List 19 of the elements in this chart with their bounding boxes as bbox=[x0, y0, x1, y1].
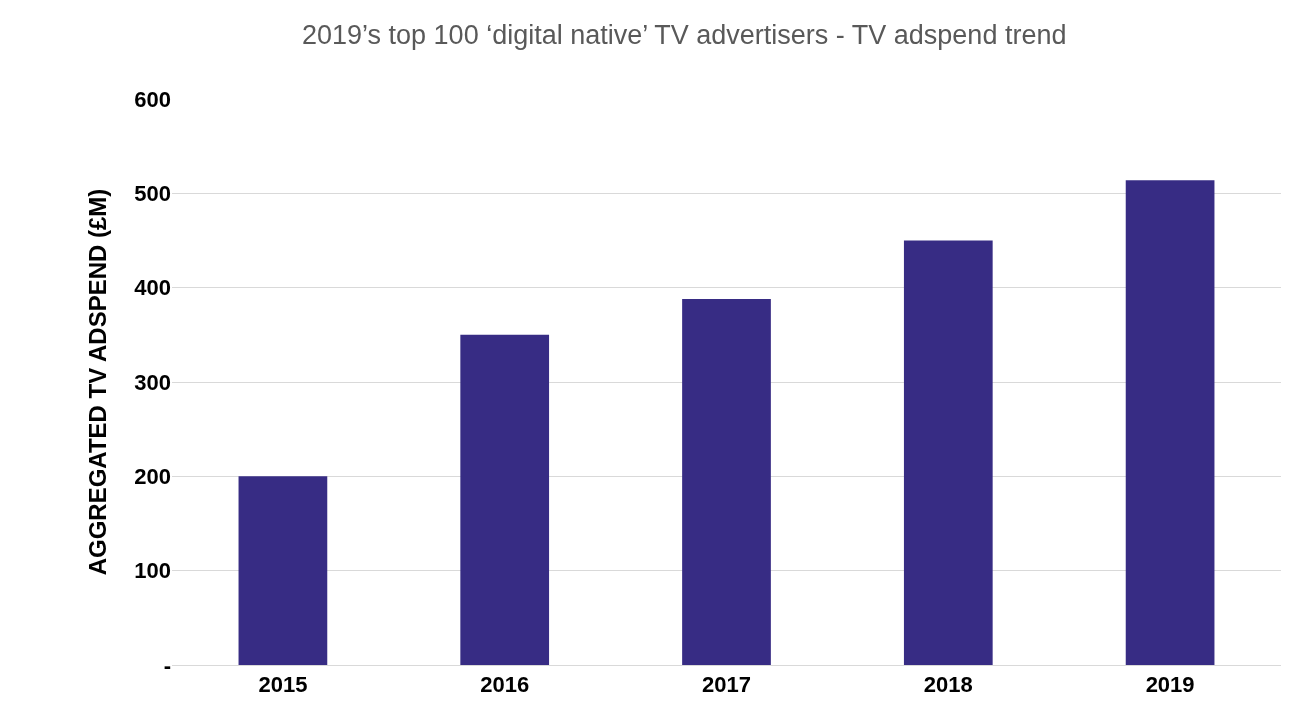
bar bbox=[903, 240, 993, 665]
x-tick-label: 2019 bbox=[1145, 672, 1195, 698]
x-tick-label: 2018 bbox=[923, 672, 973, 698]
x-tick-label: 2016 bbox=[480, 672, 530, 698]
bar bbox=[460, 334, 550, 665]
y-tick-label: 600 bbox=[134, 86, 171, 112]
bar bbox=[238, 476, 328, 665]
chart-title: 2019’s top 100 ‘digital native’ TV advertisers - TV adspend trend bbox=[302, 20, 1067, 51]
y-axis-title: AGGREGATED TV ADSPEND (£M) bbox=[84, 188, 112, 576]
y-tick-label: 300 bbox=[134, 369, 171, 395]
y-tick-label: 500 bbox=[134, 181, 171, 207]
y-tick-label: - bbox=[163, 652, 171, 678]
y-tick-label: 400 bbox=[134, 275, 171, 301]
bar bbox=[682, 298, 771, 665]
x-tick-label: 2017 bbox=[702, 672, 751, 698]
bar bbox=[1125, 180, 1215, 665]
y-tick-label: 200 bbox=[134, 464, 171, 490]
x-tick-label: 2015 bbox=[258, 672, 308, 698]
y-tick-label: 100 bbox=[134, 558, 171, 584]
